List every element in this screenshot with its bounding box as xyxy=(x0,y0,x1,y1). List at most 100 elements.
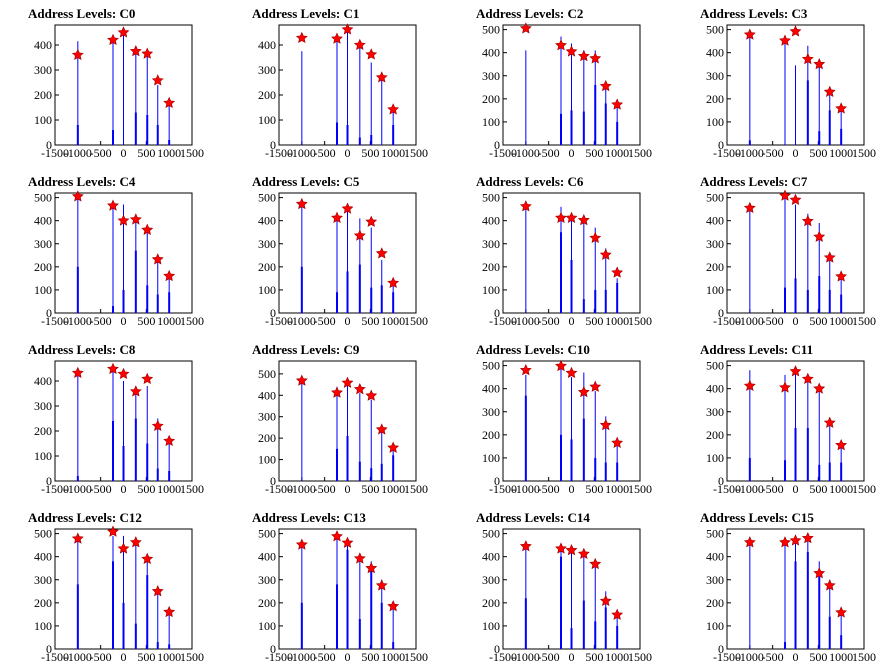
peak-star-icon xyxy=(163,269,176,282)
x-tick-label: -500 xyxy=(538,650,560,664)
y-tick-label: 0 xyxy=(718,138,724,152)
peak-star-icon xyxy=(813,230,826,242)
peak-star-icon xyxy=(365,215,378,227)
peak-star-icon xyxy=(341,202,354,214)
peak-star-icon xyxy=(375,71,388,83)
histogram-bar xyxy=(156,468,159,481)
x-tick-label: -500 xyxy=(90,650,112,664)
peak-star-icon xyxy=(141,552,154,565)
x-tick-label: 500 xyxy=(809,482,827,496)
x-tick-label: -500 xyxy=(314,482,336,496)
y-tick-label: 0 xyxy=(494,474,500,488)
peak-star-icon xyxy=(599,594,612,607)
x-tick-label: 500 xyxy=(361,482,379,496)
x-tick-label: 1500 xyxy=(404,650,428,664)
x-tick-label: -500 xyxy=(314,314,336,328)
histogram-bar xyxy=(559,113,562,145)
histogram-bar xyxy=(380,602,383,649)
peak-star-icon xyxy=(387,600,400,612)
y-tick-label: 300 xyxy=(34,399,52,413)
x-tick-label: -500 xyxy=(314,146,336,160)
peak-star-icon xyxy=(555,211,567,223)
y-tick-label: 400 xyxy=(482,550,500,564)
x-tick-label: 500 xyxy=(585,482,603,496)
y-tick-label: 0 xyxy=(270,642,276,656)
chart-panel: Address Levels: C15 0 100 200 300 400 500 -1500… xyxy=(700,510,876,664)
chart-panel: Address Levels: C8 0 100 200 300 400 -1500-100… xyxy=(28,342,204,496)
x-tick-label: -500 xyxy=(314,650,336,664)
peak-star-icon xyxy=(151,419,164,432)
x-tick-label: -1000 xyxy=(736,314,764,328)
peak-star-icon xyxy=(295,197,308,210)
peak-star-icon xyxy=(589,557,602,570)
y-tick-label: 100 xyxy=(482,619,500,633)
peak-star-icon xyxy=(565,366,578,379)
y-tick-label: 0 xyxy=(46,306,52,320)
y-tick-label: 200 xyxy=(482,92,500,106)
peak-star-icon xyxy=(107,525,119,537)
y-tick-label: 200 xyxy=(258,431,276,445)
x-tick-label: -1500 xyxy=(489,482,517,496)
histogram-bar xyxy=(300,602,303,649)
y-tick-label: 300 xyxy=(482,573,500,587)
peak-star-icon xyxy=(519,22,532,34)
peak-star-icon xyxy=(295,538,308,550)
x-tick-label: -1500 xyxy=(713,482,741,496)
x-tick-label: 1500 xyxy=(180,314,204,328)
histogram-bar xyxy=(594,289,597,313)
x-tick-label: 0 xyxy=(345,146,351,160)
y-tick-label: 300 xyxy=(706,573,724,587)
histogram-bar xyxy=(146,285,149,313)
peak-star-icon xyxy=(555,39,567,51)
y-tick-label: 100 xyxy=(34,283,52,297)
peak-star-icon xyxy=(141,223,154,235)
histogram-bar xyxy=(156,642,159,649)
histogram-bar xyxy=(840,128,843,145)
peak-star-icon xyxy=(117,367,130,380)
histogram-bar xyxy=(111,421,114,481)
y-tick-label: 300 xyxy=(482,237,500,251)
histogram-bar xyxy=(346,549,349,649)
histogram-bar xyxy=(748,457,751,481)
histogram-bar xyxy=(616,121,619,145)
peak-star-icon xyxy=(71,190,84,202)
histogram-bar xyxy=(392,455,395,481)
y-tick-label: 200 xyxy=(706,428,724,442)
y-tick-label: 200 xyxy=(34,424,52,438)
x-tick-label: -1000 xyxy=(736,146,764,160)
peak-star-icon xyxy=(353,552,366,564)
y-tick-label: 0 xyxy=(718,306,724,320)
chart-panel: Address Levels: C40100200300400500-1500-… xyxy=(28,174,204,328)
x-tick-label: -500 xyxy=(762,650,784,664)
peak-star-icon xyxy=(789,534,802,546)
y-tick-label: 400 xyxy=(34,550,52,564)
peak-star-icon xyxy=(129,213,142,225)
peak-star-icon xyxy=(577,547,590,559)
histogram-bar xyxy=(156,125,159,145)
histogram-bar xyxy=(76,584,79,649)
peak-star-icon xyxy=(565,45,578,57)
y-tick-label: 500 xyxy=(706,23,724,37)
peak-star-icon xyxy=(589,380,602,392)
x-tick-label: -1500 xyxy=(713,314,741,328)
peak-star-icon xyxy=(375,423,388,435)
y-tick-label: 100 xyxy=(258,283,276,297)
peak-star-icon xyxy=(589,52,602,64)
y-tick-label: 0 xyxy=(46,642,52,656)
histogram-bar xyxy=(594,457,597,481)
histogram-bar xyxy=(604,289,607,313)
y-tick-label: 100 xyxy=(258,453,276,467)
x-tick-label: 1000 xyxy=(381,482,405,496)
histogram-bar xyxy=(559,232,562,313)
y-tick-label: 300 xyxy=(706,405,724,419)
histogram-bar xyxy=(134,418,137,481)
x-tick-label: 500 xyxy=(137,314,155,328)
chart-title: Address Levels: C2 xyxy=(476,6,583,21)
peak-star-icon xyxy=(835,270,848,282)
x-tick-label: -1500 xyxy=(489,650,517,664)
y-tick-label: 500 xyxy=(482,359,500,373)
chart-panel: Address Levels: C0 0 100 200 300 400 -1500-100… xyxy=(28,6,204,160)
y-tick-label: 0 xyxy=(46,474,52,488)
peak-star-icon xyxy=(577,213,590,226)
